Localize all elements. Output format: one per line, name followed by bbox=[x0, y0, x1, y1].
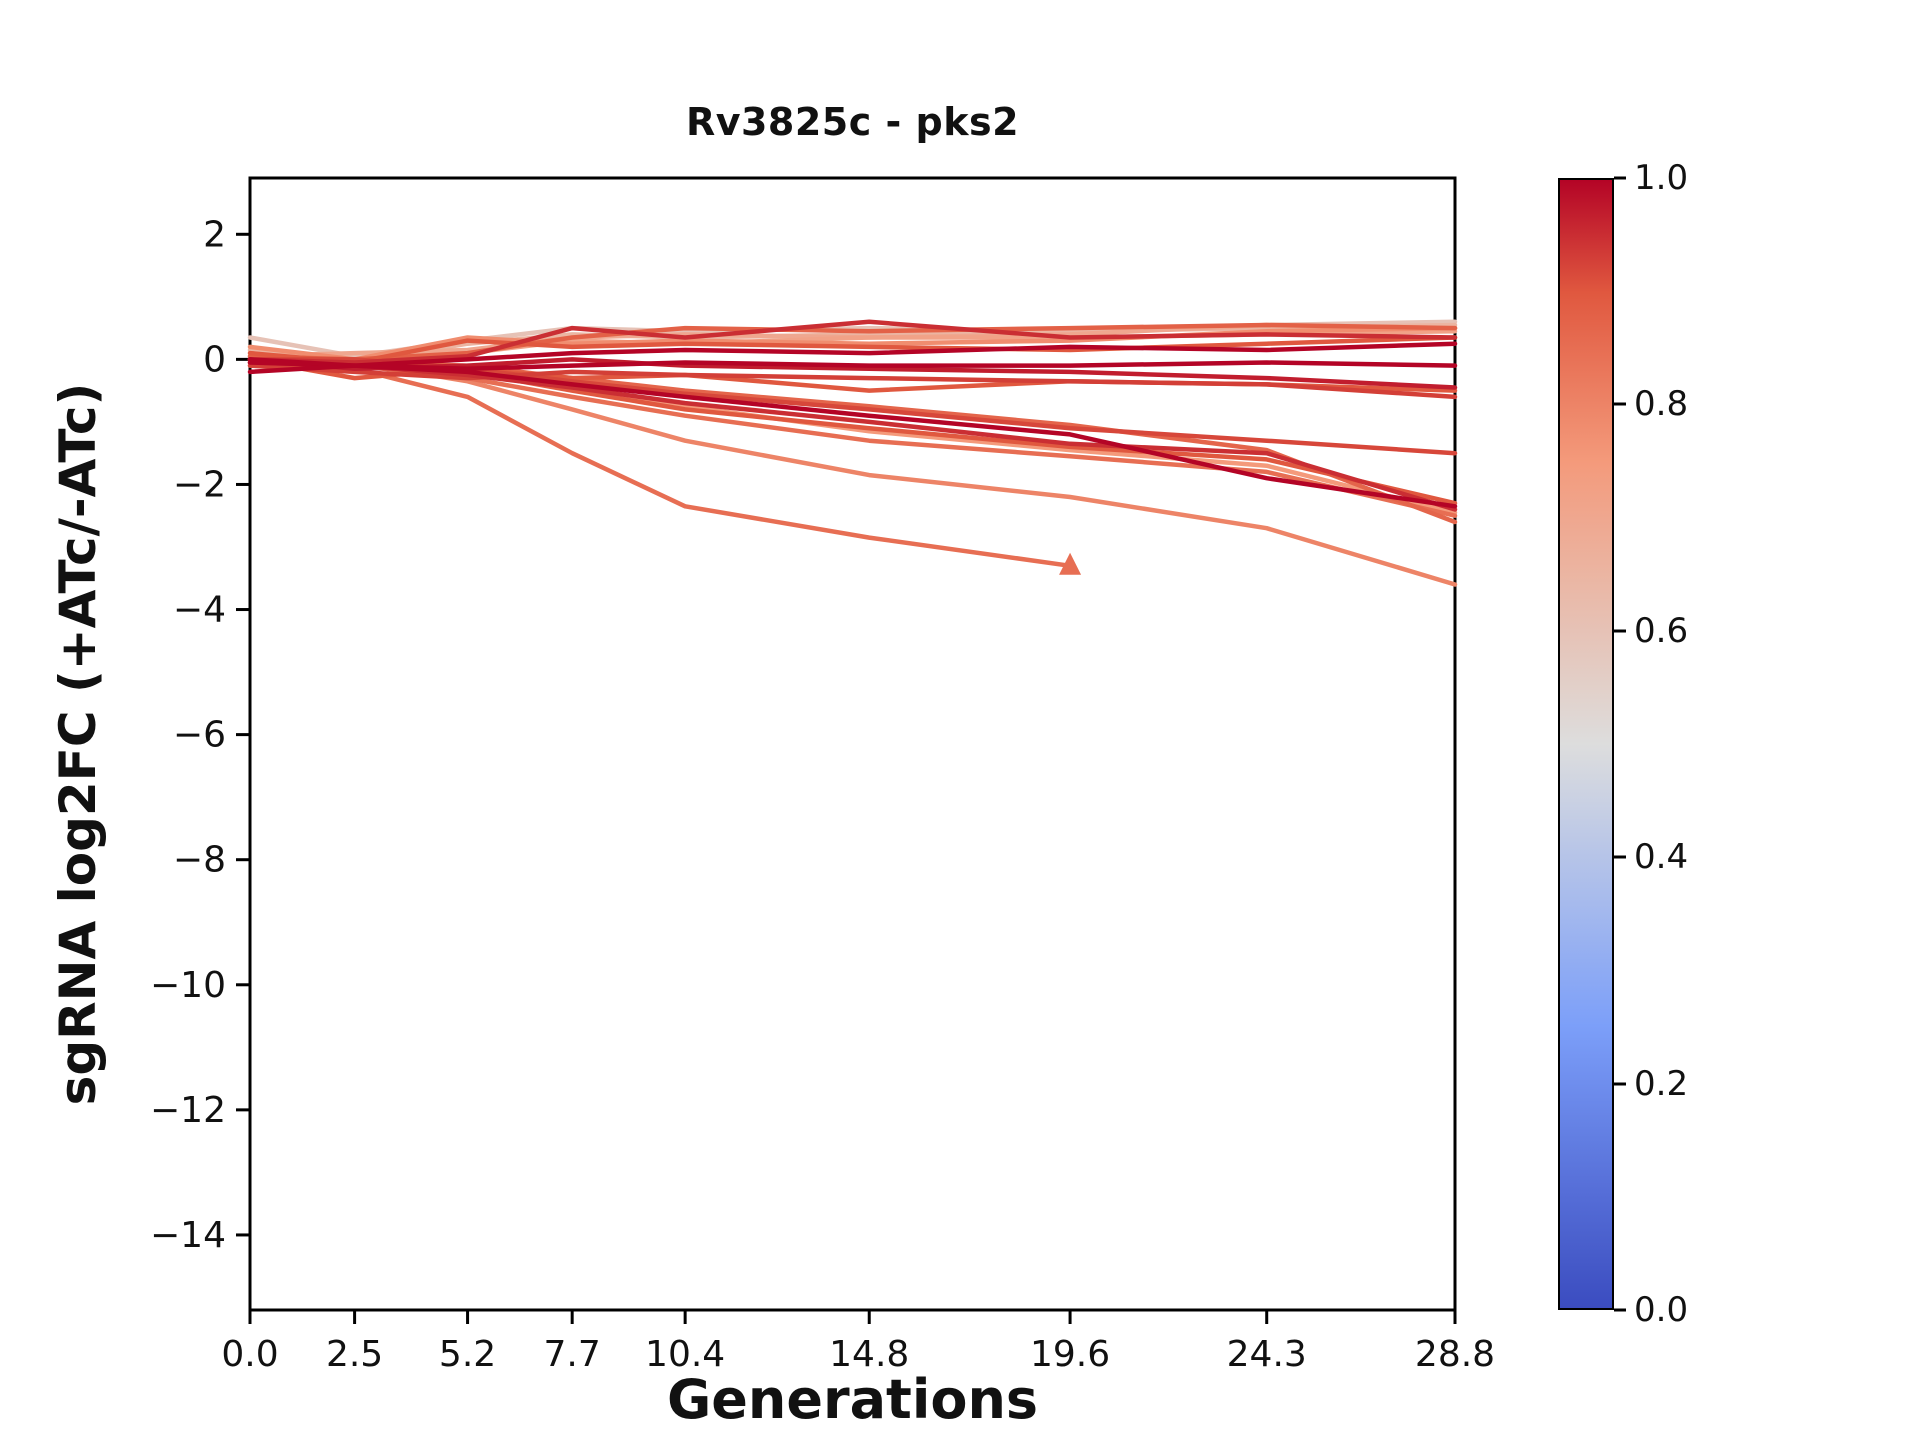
x-axis-label: Generations bbox=[666, 1368, 1039, 1431]
axes-spines bbox=[248, 176, 1457, 1312]
x-tick-label: 28.8 bbox=[1415, 1334, 1495, 1375]
colorbar-tick-label: 0.6 bbox=[1634, 610, 1689, 651]
series-line bbox=[247, 341, 1458, 368]
x-tick-label: 0.0 bbox=[221, 1334, 278, 1375]
colorbar-tick bbox=[1614, 1308, 1626, 1312]
y-tick-label: −4 bbox=[173, 590, 226, 631]
colorbar-tick bbox=[1614, 1082, 1626, 1086]
x-tick-label: 24.3 bbox=[1227, 1334, 1307, 1375]
y-tick-label: −6 bbox=[173, 715, 226, 756]
y-tick-label: −10 bbox=[150, 965, 226, 1006]
colorbar-tick bbox=[1614, 629, 1626, 633]
series-end-marker-triangle bbox=[1059, 552, 1082, 575]
x-tick-label: 10.4 bbox=[645, 1334, 725, 1375]
x-tick-label: 19.6 bbox=[1030, 1334, 1110, 1375]
colorbar-tick-label: 0.8 bbox=[1634, 384, 1689, 425]
y-tick-label: −2 bbox=[173, 464, 226, 505]
x-tick-label: 5.2 bbox=[439, 1334, 496, 1375]
series-line bbox=[247, 363, 1458, 400]
y-tick-label: −14 bbox=[150, 1215, 226, 1256]
x-tick-label: 7.7 bbox=[544, 1334, 601, 1375]
series-line bbox=[247, 357, 1458, 509]
colorbar-tick bbox=[1614, 176, 1626, 180]
x-tick-label: 2.5 bbox=[326, 1334, 383, 1375]
y-tick-label: 0 bbox=[203, 339, 226, 380]
series-line bbox=[247, 335, 1458, 365]
y-tick-label: −12 bbox=[150, 1090, 226, 1131]
colorbar-tick-label: 0.4 bbox=[1634, 837, 1689, 878]
colorbar-tick-label: 0.2 bbox=[1634, 1063, 1689, 1104]
colorbar-tick-label: 1.0 bbox=[1634, 158, 1689, 198]
colorbar-tick bbox=[1614, 855, 1626, 859]
colorbar-gradient bbox=[1558, 178, 1614, 1310]
y-tick-label: 2 bbox=[203, 214, 226, 255]
x-tick-label: 14.8 bbox=[829, 1334, 909, 1375]
colorbar-tick-label: 0.0 bbox=[1634, 1290, 1689, 1330]
series-line bbox=[247, 319, 1458, 365]
colorbar-tick bbox=[1614, 402, 1626, 406]
y-tick-label: −8 bbox=[173, 840, 226, 881]
chart-title: Rv3825c - pks2 bbox=[685, 100, 1020, 144]
